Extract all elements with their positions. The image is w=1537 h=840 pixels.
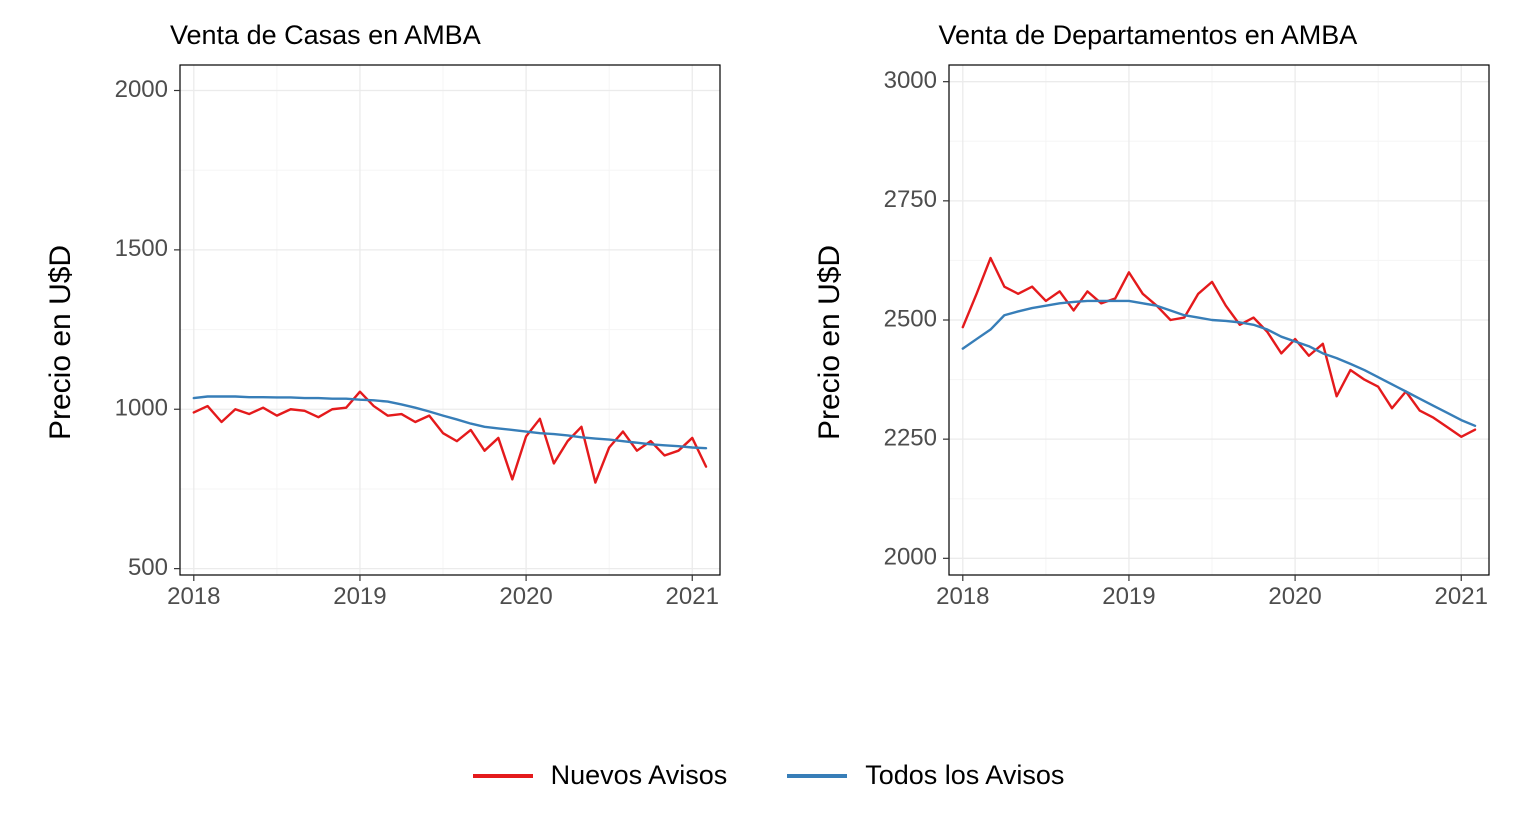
plot-casas: 500 1000 1500 2000 2018 2019 2020 2021 — [0, 0, 768, 660]
figure: Venta de Casas en AMBA Precio en U$D 500… — [0, 0, 1537, 840]
legend-swatch-nuevos — [473, 774, 533, 778]
xtick-label: 2019 — [1102, 583, 1155, 610]
ytick-label: 3000 — [883, 67, 936, 94]
xtick-label: 2021 — [666, 583, 719, 610]
xtick-label: 2021 — [1434, 583, 1487, 610]
ytick-label: 1000 — [115, 395, 168, 422]
xtick-label: 2019 — [333, 583, 386, 610]
panel-casas: Venta de Casas en AMBA Precio en U$D 500… — [0, 0, 769, 660]
legend-item-nuevos: Nuevos Avisos — [473, 760, 728, 791]
legend-swatch-todos — [787, 774, 847, 778]
xtick-label: 2020 — [499, 583, 552, 610]
ytick-label: 2000 — [115, 76, 168, 103]
legend: Nuevos Avisos Todos los Avisos — [0, 760, 1537, 791]
ytick-label: 2250 — [883, 425, 936, 452]
panels-row: Venta de Casas en AMBA Precio en U$D 500… — [0, 0, 1537, 660]
ytick-label: 500 — [128, 554, 168, 581]
xtick-label: 2020 — [1268, 583, 1321, 610]
xtick-label: 2018 — [167, 583, 220, 610]
panel-departamentos: Venta de Departamentos en AMBA Precio en… — [769, 0, 1537, 660]
legend-item-todos: Todos los Avisos — [787, 760, 1064, 791]
legend-label-todos: Todos los Avisos — [865, 760, 1064, 791]
plot-departamentos: 2000 2250 2500 2750 3000 2018 2019 2020 2021 — [769, 0, 1537, 660]
ytick-label: 2000 — [883, 544, 936, 571]
legend-label-nuevos: Nuevos Avisos — [551, 760, 728, 791]
ytick-label: 2500 — [883, 305, 936, 332]
xtick-label: 2018 — [936, 583, 989, 610]
ytick-label: 1500 — [115, 235, 168, 262]
ytick-label: 2750 — [883, 186, 936, 213]
